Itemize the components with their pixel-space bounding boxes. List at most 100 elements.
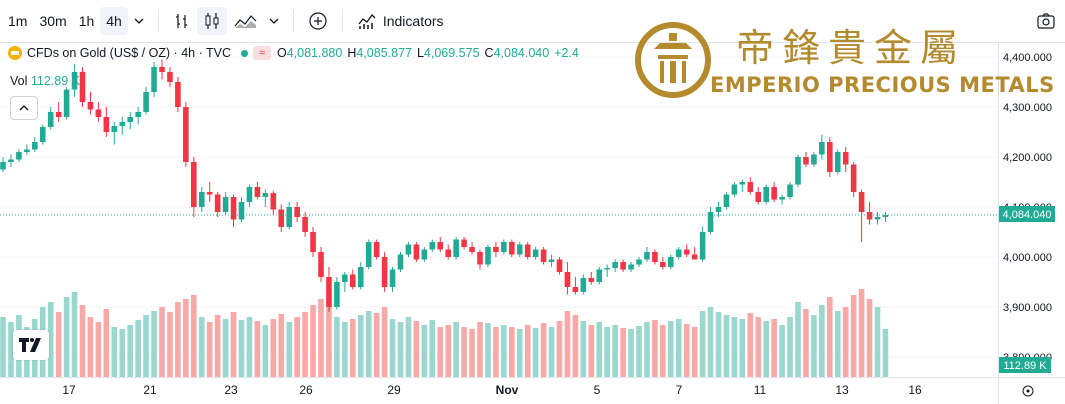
volume-bar [246,317,253,377]
volume-bar [524,325,531,377]
candle-body [119,122,126,126]
candle-body [707,212,714,232]
volume-bar [461,327,467,377]
volume-bar [71,292,78,377]
divider [292,10,294,32]
area-style-button[interactable] [227,7,263,35]
candle-body [373,242,380,257]
volume-bar [238,320,245,377]
open-value: 4,081.880 [286,46,343,60]
time-tick-label: 23 [224,383,238,397]
volume-bar [254,321,261,377]
time-tick-label: 26 [299,383,313,397]
chart-type-dropdown-button[interactable] [263,7,285,35]
candle-body [32,142,38,150]
candle-body [183,107,189,162]
candle-body [270,193,277,210]
interval-30m-button[interactable]: 30m [39,13,67,29]
volume-bar [453,322,459,377]
volume-bar [198,317,205,377]
candle-body [739,182,746,185]
bar-style-button[interactable] [167,7,197,35]
volume-bar [691,327,698,377]
volume-bar [183,299,189,377]
candle-body [827,142,833,172]
candle-body [429,242,436,250]
candle-body [755,192,762,202]
candle-body [286,207,292,227]
candle-body [39,127,46,142]
candle-body [246,187,253,202]
axis-settings-button[interactable] [1022,385,1034,397]
volume-bar [668,321,674,377]
volume-bar [683,324,690,377]
time-tick-label: 29 [387,383,401,397]
current-volume-text: 112.89 K [1003,360,1047,372]
candle-body [71,72,78,90]
candle-body [803,157,809,165]
volume-bar [803,309,809,377]
interval-4h-button[interactable]: 4h [100,7,128,35]
volume-bar [866,299,873,377]
candle-body [0,162,6,170]
time-tick-label: 7 [676,383,683,397]
volume-bar [564,311,571,377]
volume-bar [143,315,149,377]
settings-icon [1026,389,1030,393]
volume-bar [731,317,738,377]
candle-body [151,67,157,92]
volume-bar [827,297,833,377]
top-toolbar: 1m 30m 1h 4h Indicators [0,0,1065,42]
collapse-legend-button[interactable] [10,96,38,120]
time-tick-label: Nov [496,383,519,397]
candle-body [612,262,618,268]
candle-body [842,152,849,165]
candle-body [572,287,579,292]
tradingview-logo-icon [19,338,41,352]
time-tick-label: 21 [143,383,157,397]
interval-dropdown-button[interactable] [128,7,150,35]
current-price-label: 4,084.040 [999,206,1055,222]
candle-body [477,252,483,265]
candle-body [381,257,388,287]
watermark-chinese-text: 帝鋒貴金屬 [736,26,967,70]
interval-1h-button[interactable]: 1h [78,13,95,29]
volume-bar [103,309,110,377]
candle-body [365,242,372,267]
volume-bar [612,325,618,377]
candle-body [222,197,229,212]
volume-bar [405,317,412,377]
candle-body [334,282,340,307]
volume-bar [477,322,483,377]
candle-body [405,244,412,255]
candle-body [294,207,300,217]
candle-body [357,267,364,287]
candle-body [310,232,316,252]
candle-body [342,274,348,282]
candle-body [524,244,531,257]
volume-bar [620,328,626,377]
compare-symbol-button[interactable] [302,7,334,35]
tradingview-logo[interactable] [13,330,49,360]
open-key: O [276,46,287,60]
interval-1m-button[interactable]: 1m [8,13,28,29]
volume-bar [874,307,881,377]
price-tick-label: 4,300.000 [1003,102,1052,114]
candle-body [874,217,881,220]
volume-bar [882,329,889,377]
candle-body [254,187,261,197]
low-key: L [416,46,424,60]
screenshot-button[interactable] [1030,7,1062,35]
volume-bar [652,320,658,377]
candle-style-button[interactable] [196,7,227,35]
candle-body [437,242,444,250]
candle-body [604,268,610,270]
current-price-text: 4,084.040 [1003,209,1052,221]
candle-body [103,117,110,132]
symbol-title[interactable]: CFDs on Gold (US$ / OZ) · 4h · TVC [27,46,231,60]
volume-bar [540,323,547,377]
indicators-button[interactable]: Indicators [351,7,450,35]
candle-body [278,209,285,227]
current-volume-label: 112.89 K [999,357,1051,373]
